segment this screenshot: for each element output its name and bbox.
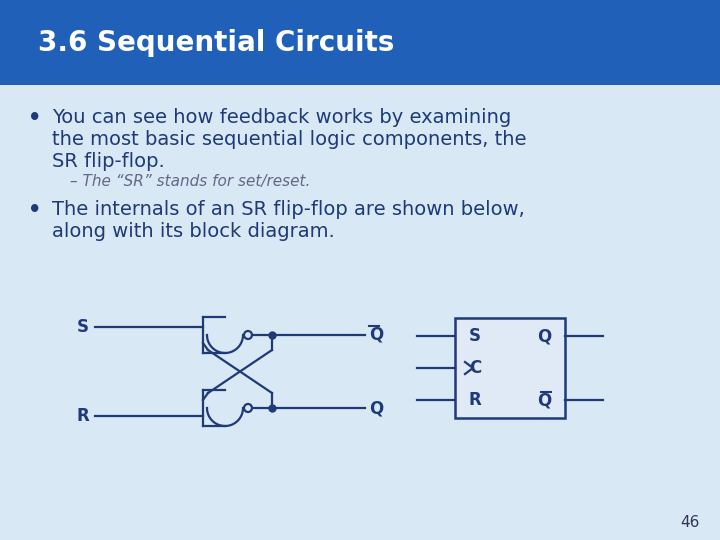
Text: the most basic sequential logic components, the: the most basic sequential logic componen… (52, 130, 526, 149)
Text: C: C (469, 359, 481, 377)
Text: Q: Q (536, 391, 551, 409)
Text: Q: Q (536, 327, 551, 345)
Text: R: R (469, 391, 482, 409)
Text: Q: Q (369, 325, 383, 343)
Bar (455, 318, 565, 418)
Text: The internals of an SR flip-flop are shown below,: The internals of an SR flip-flop are sho… (52, 200, 525, 219)
Text: 3.6 Sequential Circuits: 3.6 Sequential Circuits (38, 29, 395, 57)
Text: •: • (28, 108, 41, 128)
Text: You can see how feedback works by examining: You can see how feedback works by examin… (52, 108, 511, 127)
Text: S: S (469, 327, 481, 345)
Text: Q: Q (369, 399, 383, 417)
Bar (0, 0, 720, 85)
Text: S: S (77, 318, 89, 336)
Text: R: R (76, 407, 89, 425)
Text: along with its block diagram.: along with its block diagram. (52, 222, 335, 241)
Text: •: • (28, 200, 41, 220)
Text: – The “SR” stands for set/reset.: – The “SR” stands for set/reset. (70, 174, 310, 189)
Text: 46: 46 (680, 515, 700, 530)
Text: SR flip-flop.: SR flip-flop. (52, 152, 165, 171)
